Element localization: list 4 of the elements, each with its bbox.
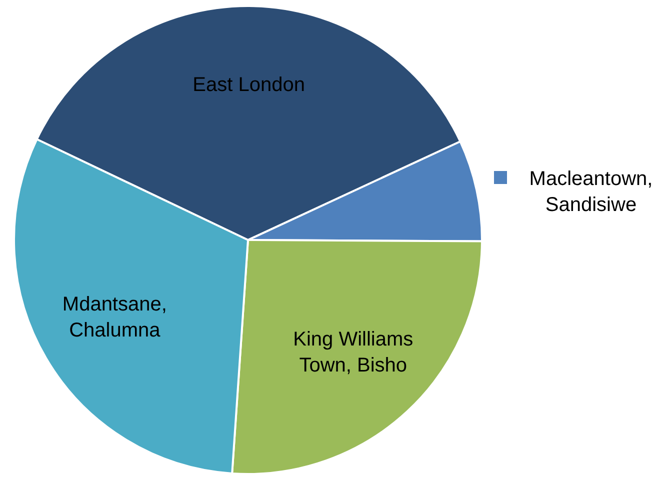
slice-label: King Williams Town, Bisho: [293, 328, 414, 377]
legend-label: Macleantown, Sandisiwe: [528, 167, 654, 218]
slice-label: Mdantsane, Chalumna: [62, 293, 167, 342]
slice-label: East London: [192, 74, 305, 96]
